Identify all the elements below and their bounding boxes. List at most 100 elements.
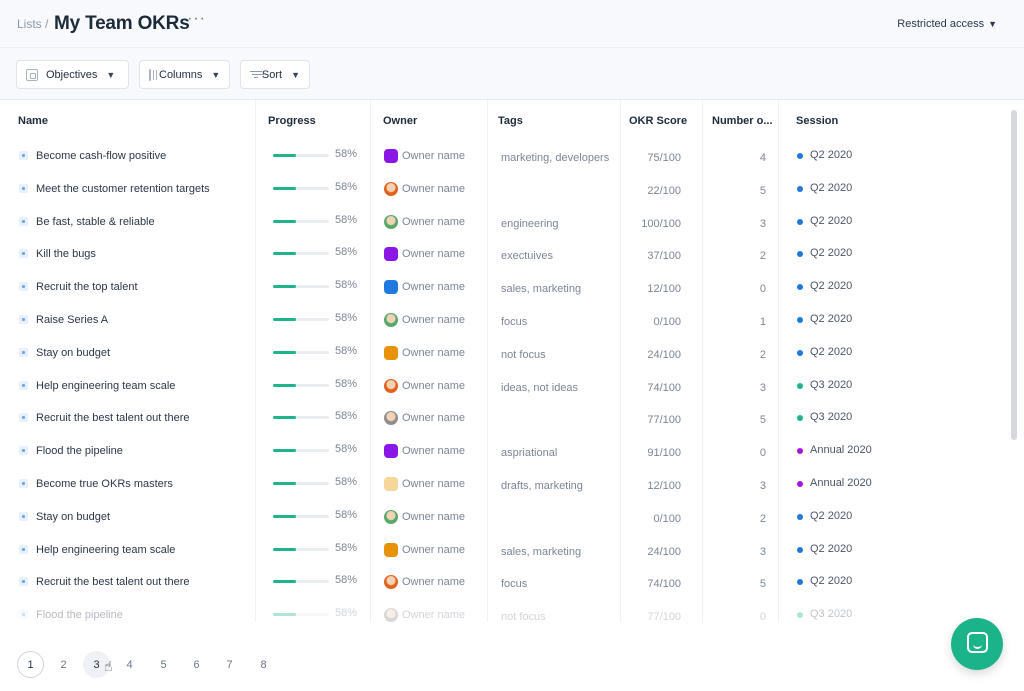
progress-percent: 58% — [335, 180, 358, 193]
tags-cell[interactable]: sales, marketing — [501, 545, 582, 558]
owner-name[interactable]: Owner name — [402, 281, 465, 294]
progress-fill — [273, 285, 296, 289]
column-header-progress[interactable]: Progress — [268, 115, 316, 127]
tags-cell[interactable]: marketing, developers — [501, 152, 610, 164]
more-options-icon[interactable]: ··· — [187, 10, 206, 27]
session-label[interactable]: Q3 2020 — [810, 608, 853, 621]
owner-name[interactable]: Owner name — [402, 248, 465, 261]
table-row[interactable]: Help engineering team scale 58% Owner name… — [0, 370, 1008, 403]
session-label[interactable]: Q3 2020 — [810, 411, 853, 424]
owner-name[interactable]: Owner name — [402, 150, 465, 162]
page-button-7[interactable]: 7 — [226, 658, 233, 671]
table-row[interactable]: Recruit the top talent 58% Owner name sales… — [0, 271, 1008, 304]
tags-cell[interactable]: engineering — [501, 217, 559, 230]
tags-cell[interactable]: not focus — [501, 611, 546, 622]
objective-name[interactable]: Stay on budget — [36, 510, 111, 523]
owner-name[interactable]: Owner name — [402, 478, 465, 490]
column-header-tags[interactable]: Tags — [498, 115, 523, 127]
objectives-dropdown[interactable]: Objectives ▼ — [16, 60, 129, 89]
owner-name[interactable]: Owner name — [402, 314, 465, 326]
tags-cell[interactable]: focus — [501, 578, 528, 591]
objective-name[interactable]: Meet the customer retention targets — [36, 182, 210, 195]
table-row[interactable]: Stay on budget 58% Owner name not focus 24/1… — [0, 337, 1008, 370]
chat-button[interactable] — [951, 618, 1003, 670]
column-header-okr-score[interactable]: OKR Score — [629, 115, 688, 127]
column-header-number[interactable]: Number o... — [712, 115, 773, 127]
objective-name[interactable]: Become cash-flow positive — [36, 150, 167, 162]
owner-name[interactable]: Owner name — [402, 182, 465, 195]
table-row[interactable]: Become true OKRs masters 58% Owner name dra… — [0, 468, 1008, 501]
table-row[interactable]: Become cash-flow positive 58% Owner name ma… — [0, 140, 1008, 173]
page-button-4[interactable]: 4 — [126, 658, 133, 671]
session-label[interactable]: Annual 2020 — [810, 444, 872, 457]
objective-name[interactable]: Recruit the best talent out there — [36, 412, 190, 425]
objective-name[interactable]: Help engineering team scale — [36, 379, 176, 392]
table-row[interactable]: Stay on budget 58% Owner name 0/100 2 Q2 2020 — [0, 501, 1008, 534]
owner-name[interactable]: Owner name — [402, 576, 465, 589]
objective-name[interactable]: Flood the pipeline — [36, 445, 123, 458]
progress-percent: 58% — [335, 213, 358, 226]
progress-percent: 58% — [335, 377, 358, 390]
objective-name[interactable]: Recruit the top talent — [36, 281, 138, 294]
tags-cell[interactable]: exectuives — [501, 250, 553, 263]
scrollbar-thumb[interactable] — [1011, 110, 1017, 440]
objective-name[interactable]: Be fast, stable & reliable — [36, 215, 155, 228]
owner-name[interactable]: Owner name — [402, 543, 465, 556]
session-label[interactable]: Q2 2020 — [810, 247, 853, 260]
column-header-name[interactable]: Name — [18, 115, 48, 127]
tags-cell[interactable]: not focus — [501, 348, 546, 361]
table-row[interactable]: Flood the pipeline 58% Owner name not focus… — [0, 599, 1008, 622]
tags-cell[interactable]: sales, marketing — [501, 283, 582, 296]
vertical-scrollbar[interactable] — [1008, 104, 1024, 622]
page-button-3[interactable]: 3 — [83, 651, 110, 678]
session-label[interactable]: Q2 2020 — [810, 181, 853, 194]
table-row[interactable]: Be fast, stable & reliable 58% Owner name e… — [0, 206, 1008, 239]
owner-name[interactable]: Owner name — [402, 510, 465, 523]
objective-name[interactable]: Recruit the best talent out there — [36, 576, 190, 589]
column-header-owner[interactable]: Owner — [383, 115, 418, 127]
session-label[interactable]: Q2 2020 — [810, 542, 853, 555]
table-row[interactable]: Help engineering team scale 58% Owner name… — [0, 534, 1008, 567]
session-label[interactable]: Q3 2020 — [810, 378, 853, 391]
objective-name[interactable]: Raise Series A — [36, 314, 109, 326]
access-dropdown[interactable]: Restricted access ▼ — [897, 18, 997, 30]
table-row[interactable]: Recruit the best talent out there 58% Owne… — [0, 566, 1008, 599]
owner-name[interactable]: Owner name — [402, 412, 465, 425]
columns-dropdown[interactable]: Columns ▼ — [139, 60, 230, 89]
tags-cell[interactable]: drafts, marketing — [501, 480, 583, 492]
session-label[interactable]: Q2 2020 — [810, 214, 853, 227]
session-label[interactable]: Q2 2020 — [810, 575, 853, 588]
tags-cell[interactable]: focus — [501, 316, 528, 328]
table-row[interactable]: Kill the bugs 58% Owner name exectuives 37/1… — [0, 238, 1008, 271]
owner-name[interactable]: Owner name — [402, 445, 465, 458]
table-row[interactable]: Recruit the best talent out there 58% Owne… — [0, 402, 1008, 435]
session-label[interactable]: Q2 2020 — [810, 509, 853, 522]
page-button-2[interactable]: 2 — [60, 658, 67, 671]
session-label[interactable]: Q2 2020 — [810, 313, 853, 325]
owner-name[interactable]: Owner name — [402, 609, 465, 622]
page-button-1[interactable]: 1 — [17, 651, 44, 678]
objective-name[interactable]: Kill the bugs — [36, 248, 96, 261]
page-button-6[interactable]: 6 — [193, 658, 200, 671]
session-label[interactable]: Q2 2020 — [810, 280, 853, 293]
sort-dropdown[interactable]: Sort ▼ — [240, 60, 310, 89]
table-row[interactable]: Raise Series A 58% Owner name focus 0/100 1 Q2… — [0, 304, 1008, 337]
owner-name[interactable]: Owner name — [402, 379, 465, 392]
session-label[interactable]: Annual 2020 — [810, 477, 872, 489]
column-header-session[interactable]: Session — [796, 115, 839, 127]
table-row[interactable]: Flood the pipeline 58% Owner name aspriatio… — [0, 435, 1008, 468]
objective-name[interactable]: Help engineering team scale — [36, 543, 176, 556]
table-row[interactable]: Meet the customer retention targets 58% Ow… — [0, 173, 1008, 206]
tags-cell[interactable]: aspriational — [501, 447, 558, 460]
session-label[interactable]: Q2 2020 — [810, 345, 853, 358]
page-button-5[interactable]: 5 — [160, 658, 167, 671]
objective-name[interactable]: Flood the pipeline — [36, 609, 123, 622]
owner-name[interactable]: Owner name — [402, 346, 465, 359]
session-label[interactable]: Q2 2020 — [810, 149, 853, 161]
owner-name[interactable]: Owner name — [402, 215, 465, 228]
breadcrumb[interactable]: Lists / — [17, 17, 49, 31]
tags-cell[interactable]: ideas, not ideas — [501, 381, 579, 394]
objective-name[interactable]: Stay on budget — [36, 346, 111, 359]
page-button-8[interactable]: 8 — [260, 658, 267, 671]
objective-name[interactable]: Become true OKRs masters — [36, 478, 173, 490]
